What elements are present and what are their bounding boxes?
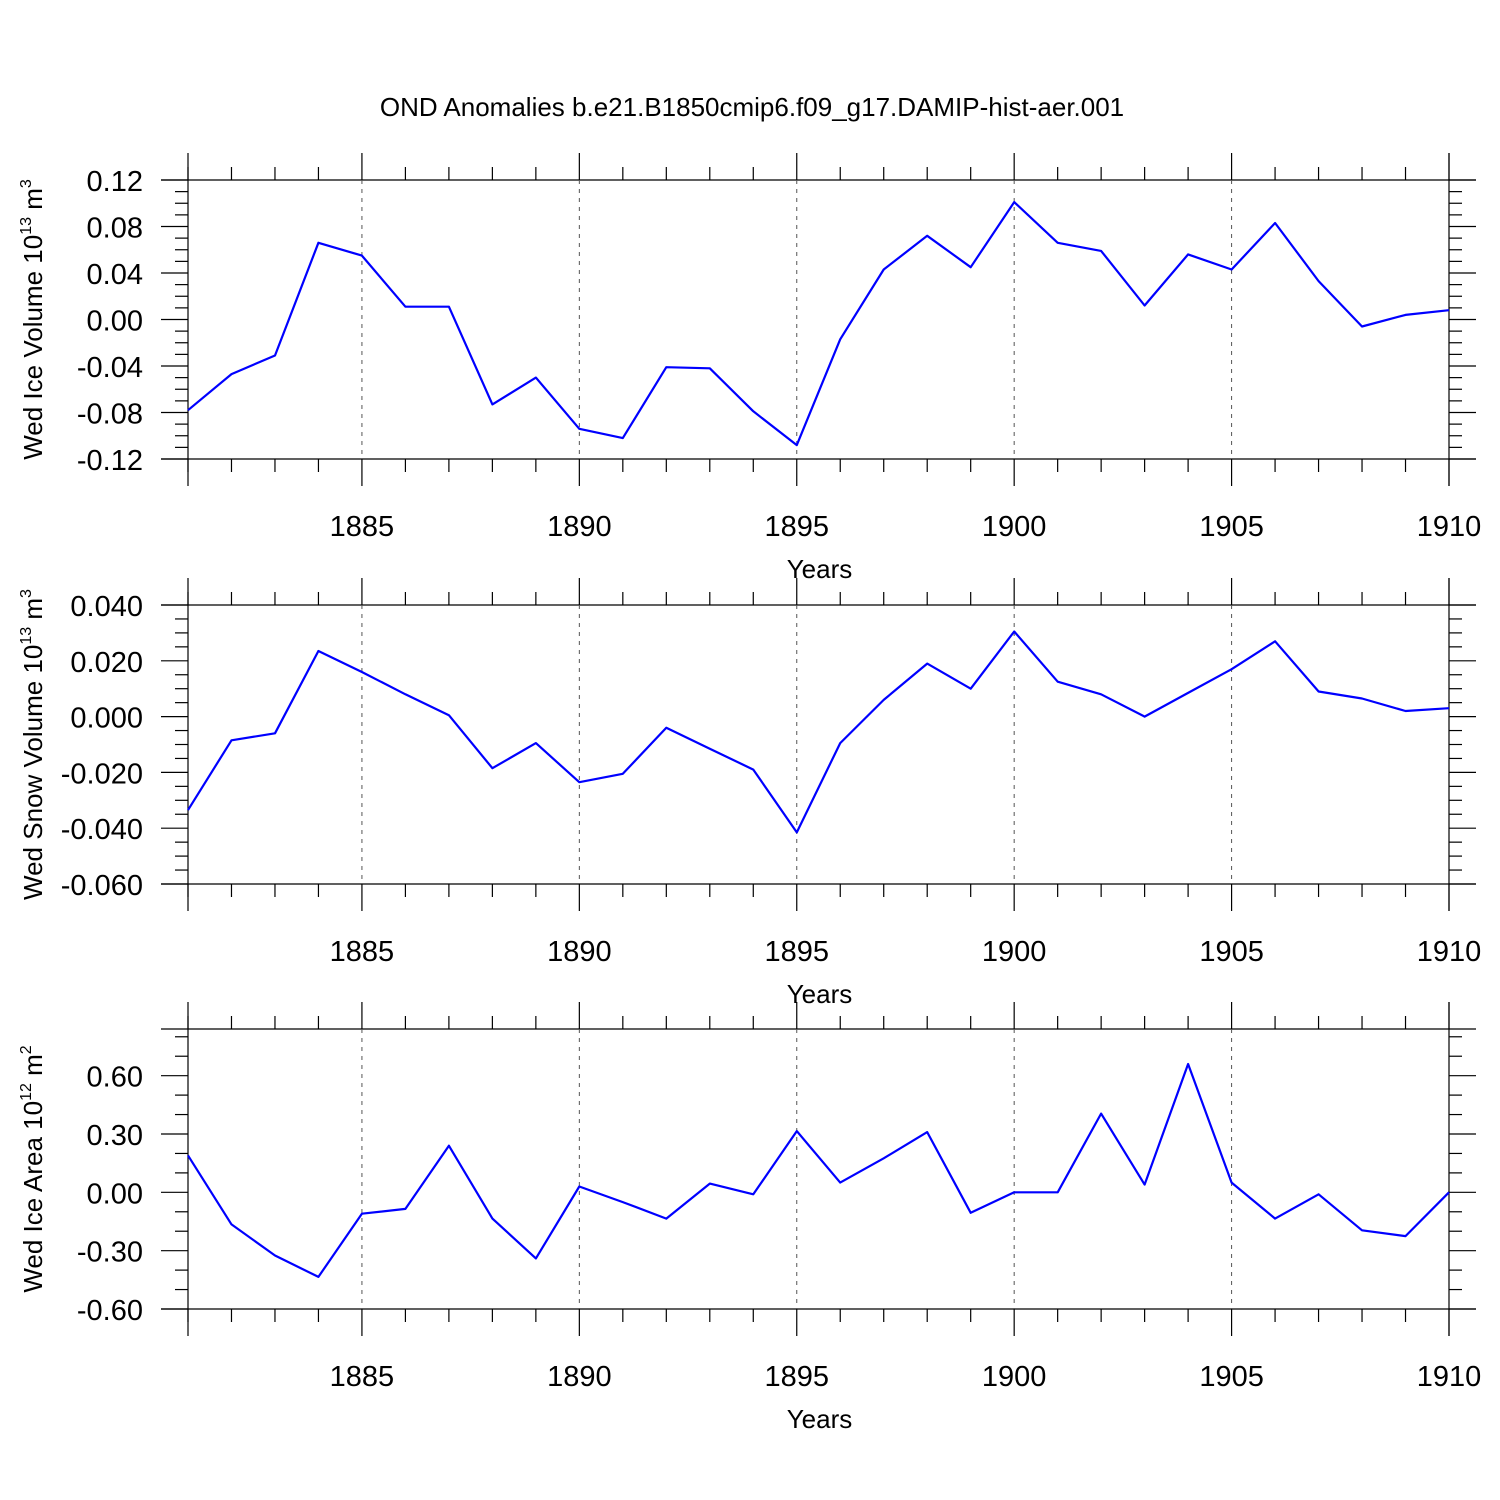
y-tick-label: 0.30 [87,1120,143,1152]
y-tick-label: 0.00 [87,306,143,338]
x-tick-label: 1910 [1417,936,1482,968]
x-axis-label: Years [787,1404,853,1434]
chart-title: OND Anomalies b.e21.B1850cmip6.f09_g17.D… [380,92,1124,122]
x-tick-label: 1910 [1417,511,1482,543]
data-line [187,1062,1450,1279]
y-tick-label: -0.040 [61,814,143,846]
y-tick-label: -0.30 [77,1237,143,1269]
x-tick-label: 1890 [547,511,612,543]
y-tick-label: 0.000 [70,703,143,735]
y-axis-label: Wed Ice Volume 1013 m3 [18,179,48,460]
x-tick-label: 1910 [1417,1361,1482,1393]
x-tick-label: 1900 [982,511,1047,543]
y-tick-label: -0.12 [77,445,143,477]
x-axis-label: Years [787,554,853,584]
x-tick-label: 1890 [547,936,612,968]
y-axis-label: Wed Snow Volume 1013 m3 [18,589,48,900]
x-tick-label: 1895 [765,936,830,968]
x-tick-label: 1905 [1199,1361,1264,1393]
y-tick-label: 0.60 [87,1062,143,1094]
x-tick-label: 1890 [547,1361,612,1393]
x-tick-label: 1885 [330,1361,395,1393]
y-tick-label: -0.060 [61,870,143,902]
x-tick-label: 1905 [1199,511,1264,543]
x-tick-label: 1885 [330,936,395,968]
data-line [187,201,1450,447]
x-axis-label: Years [787,979,853,1009]
y-tick-label: 0.00 [87,1178,143,1210]
y-tick-label: -0.08 [77,399,143,431]
x-tick-label: 1900 [982,936,1047,968]
y-tick-label: 0.040 [70,591,143,623]
y-tick-label: -0.04 [77,352,143,384]
panel-1: 1885 1890 1895 1900 1905 1910 -0.12 -0.08 -0.04 0… [18,153,1481,584]
x-tick-label: 1900 [982,1361,1047,1393]
x-tick-label: 1905 [1199,936,1264,968]
data-line [187,630,1450,834]
y-tick-label: -0.60 [77,1295,143,1327]
y-tick-label: 0.12 [87,166,143,198]
y-tick-label: 0.08 [87,213,143,245]
y-tick-label: 0.04 [87,259,143,291]
panel-3: 1885 1890 1895 1900 1905 1910 -0.60 -0.30 0.00 0.… [18,1002,1481,1434]
y-tick-label: -0.020 [61,758,143,790]
x-tick-label: 1895 [765,511,830,543]
y-tick-label: 0.020 [70,647,143,679]
x-tick-label: 1895 [765,1361,830,1393]
y-axis-label: Wed Ice Area 1012 m2 [18,1045,48,1292]
x-tick-label: 1885 [330,511,395,543]
panel-2: 1885 1890 1895 1900 1905 1910 -0.060 -0.040 -0.0… [18,578,1481,1009]
